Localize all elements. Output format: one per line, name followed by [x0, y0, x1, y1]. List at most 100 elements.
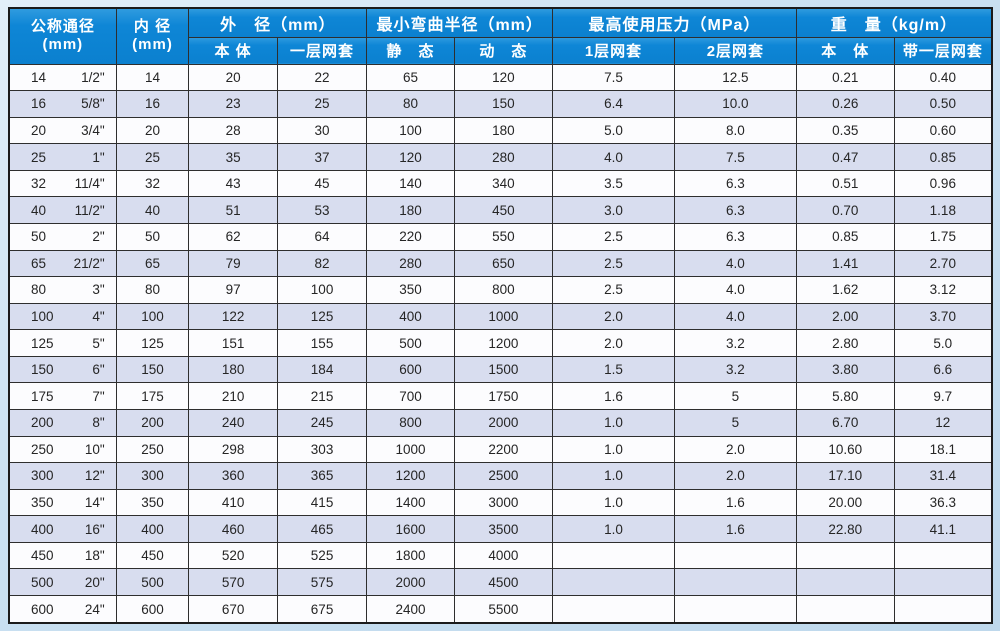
table-row: 40 11/2" 40 51 53 180 450 3.0 6.3 0.70 1.18: [8, 196, 993, 224]
cell-p2: 10.0: [673, 90, 797, 118]
cell-w-body: 20.00: [795, 488, 895, 517]
cell-w-body: 0.26: [795, 90, 895, 118]
cell-w-mesh: 2.70: [893, 249, 993, 278]
header-row-subcolumns: 本 体 一层网套 静 态 动 态 1层网套 2层网套 本 体 带一层网套: [9, 36, 993, 65]
cell-id-mm: 20: [115, 116, 190, 145]
cell-w-mesh: [893, 568, 993, 597]
table-row: 16 5/8" 16 23 25 80 150 6.4 10.0 0.26 0.50: [8, 90, 993, 118]
cell-bend-st: 1800: [366, 541, 455, 570]
nominal-diameter-mm: 32: [31, 176, 47, 192]
cell-p1: 2.0: [552, 302, 675, 331]
cell-nominal-diameter: 250 10": [8, 435, 117, 464]
header-group-max-pressure: 最高使用压力（MPa）: [552, 7, 797, 38]
cell-bend-st: 180: [366, 196, 455, 224]
cell-p1: 1.0: [552, 462, 675, 490]
cell-bend-dy: 550: [453, 222, 554, 251]
nominal-diameter-pair: 400 16": [10, 522, 115, 537]
cell-w-body: 3.80: [795, 355, 895, 384]
cell-p1: 3.0: [552, 196, 675, 224]
nominal-diameter-mm: 600: [31, 601, 54, 617]
header-od-body: 本 体: [188, 36, 278, 65]
header-od-one-mesh: 一层网套: [276, 36, 368, 65]
nominal-diameter-mm: 300: [31, 468, 54, 484]
cell-od-body: 240: [188, 409, 278, 437]
cell-p2: 5: [673, 409, 797, 437]
cell-p2: 2.0: [673, 435, 797, 464]
cell-od-body: 79: [188, 249, 278, 278]
cell-od-mesh: 22: [276, 63, 368, 92]
cell-w-body: 0.35: [795, 116, 895, 145]
cell-nominal-diameter: 600 24": [8, 595, 117, 624]
cell-w-mesh: 0.96: [893, 169, 993, 198]
nominal-diameter-mm: 175: [31, 388, 54, 404]
cell-w-mesh: 0.50: [893, 90, 993, 118]
header-nominal-diameter: 公称通径 (mm): [8, 7, 117, 65]
cell-w-mesh: 6.6: [893, 355, 993, 384]
cell-id-mm: 250: [115, 435, 190, 464]
nominal-diameter-mm: 450: [31, 548, 54, 564]
cell-od-mesh: 25: [276, 90, 368, 118]
cell-p1: [552, 595, 675, 624]
nominal-diameter-inch: 1/2": [81, 69, 105, 85]
nominal-diameter-inch: 8": [92, 415, 105, 431]
cell-bend-dy: 3500: [453, 515, 554, 543]
cell-bend-dy: 2200: [453, 435, 554, 464]
cell-id-mm: 350: [115, 488, 190, 517]
nominal-diameter-mm: 80: [31, 282, 47, 298]
cell-w-body: 0.85: [795, 222, 895, 251]
cell-bend-st: 140: [366, 169, 455, 198]
cell-w-body: [795, 568, 895, 597]
cell-bend-st: 500: [366, 329, 455, 357]
cell-w-body: 1.62: [795, 276, 895, 304]
cell-p1: 7.5: [552, 63, 675, 92]
cell-bend-dy: 180: [453, 116, 554, 145]
cell-bend-st: 220: [366, 222, 455, 251]
cell-od-body: 360: [188, 462, 278, 490]
cell-p1: 1.0: [552, 515, 675, 543]
cell-p1: 1.0: [552, 488, 675, 517]
cell-w-mesh: 3.70: [893, 302, 993, 331]
header-weight-one-mesh: 带一层网套: [893, 36, 993, 65]
cell-p2: 4.0: [673, 302, 797, 331]
nominal-diameter-pair: 40 11/2": [10, 203, 115, 218]
cell-od-body: 298: [188, 435, 278, 464]
cell-p2: 4.0: [673, 276, 797, 304]
cell-w-body: 2.80: [795, 329, 895, 357]
nominal-diameter-pair: 250 10": [10, 442, 115, 457]
table-row: 200 8" 200 240 245 800 2000 1.0 5 6.70 12: [8, 409, 993, 437]
cell-w-body: 6.70: [795, 409, 895, 437]
cell-id-mm: 50: [115, 222, 190, 251]
header-inner-diameter-line1: 内 径: [133, 17, 172, 35]
header-row-groups: 公称通径 (mm) 内 径 (mm) 外 径（mm） 最小弯曲半径（mm） 最高…: [8, 7, 993, 65]
cell-od-mesh: 82: [276, 249, 368, 278]
table-row: 150 6" 150 180 184 600 1500 1.5 3.2 3.80 6.6: [8, 355, 993, 384]
cell-bend-st: 120: [366, 143, 455, 171]
cell-id-mm: 125: [115, 329, 190, 357]
cell-bend-dy: 2000: [453, 409, 554, 437]
cell-id-mm: 400: [115, 515, 190, 543]
cell-bend-dy: 3000: [453, 488, 554, 517]
cell-nominal-diameter: 350 14": [8, 488, 117, 517]
cell-od-body: 570: [188, 568, 278, 597]
cell-p2: [673, 595, 797, 624]
table-row: 25 1" 25 35 37 120 280 4.0 7.5 0.47 0.85: [8, 143, 993, 171]
nominal-diameter-mm: 20: [31, 122, 47, 138]
cell-p2: 5: [673, 382, 797, 411]
cell-w-body: 2.00: [795, 302, 895, 331]
cell-od-mesh: 45: [276, 169, 368, 198]
nominal-diameter-mm: 500: [31, 574, 54, 590]
nominal-diameter-mm: 14: [31, 69, 47, 85]
cell-bend-st: 80: [366, 90, 455, 118]
cell-nominal-diameter: 300 12": [8, 462, 117, 490]
header-pressure-one-mesh: 1层网套: [552, 36, 675, 65]
cell-p1: 5.0: [552, 116, 675, 145]
cell-w-mesh: 3.12: [893, 276, 993, 304]
cell-id-mm: 450: [115, 541, 190, 570]
cell-w-body: 0.21: [795, 63, 895, 92]
cell-nominal-diameter: 32 11/4": [8, 169, 117, 198]
table-row: 175 7" 175 210 215 700 1750 1.6 5 5.80 9.7: [8, 382, 993, 411]
nominal-diameter-mm: 200: [31, 415, 54, 431]
cell-p1: 6.4: [552, 90, 675, 118]
cell-id-mm: 200: [115, 409, 190, 437]
nominal-diameter-mm: 16: [31, 96, 47, 112]
